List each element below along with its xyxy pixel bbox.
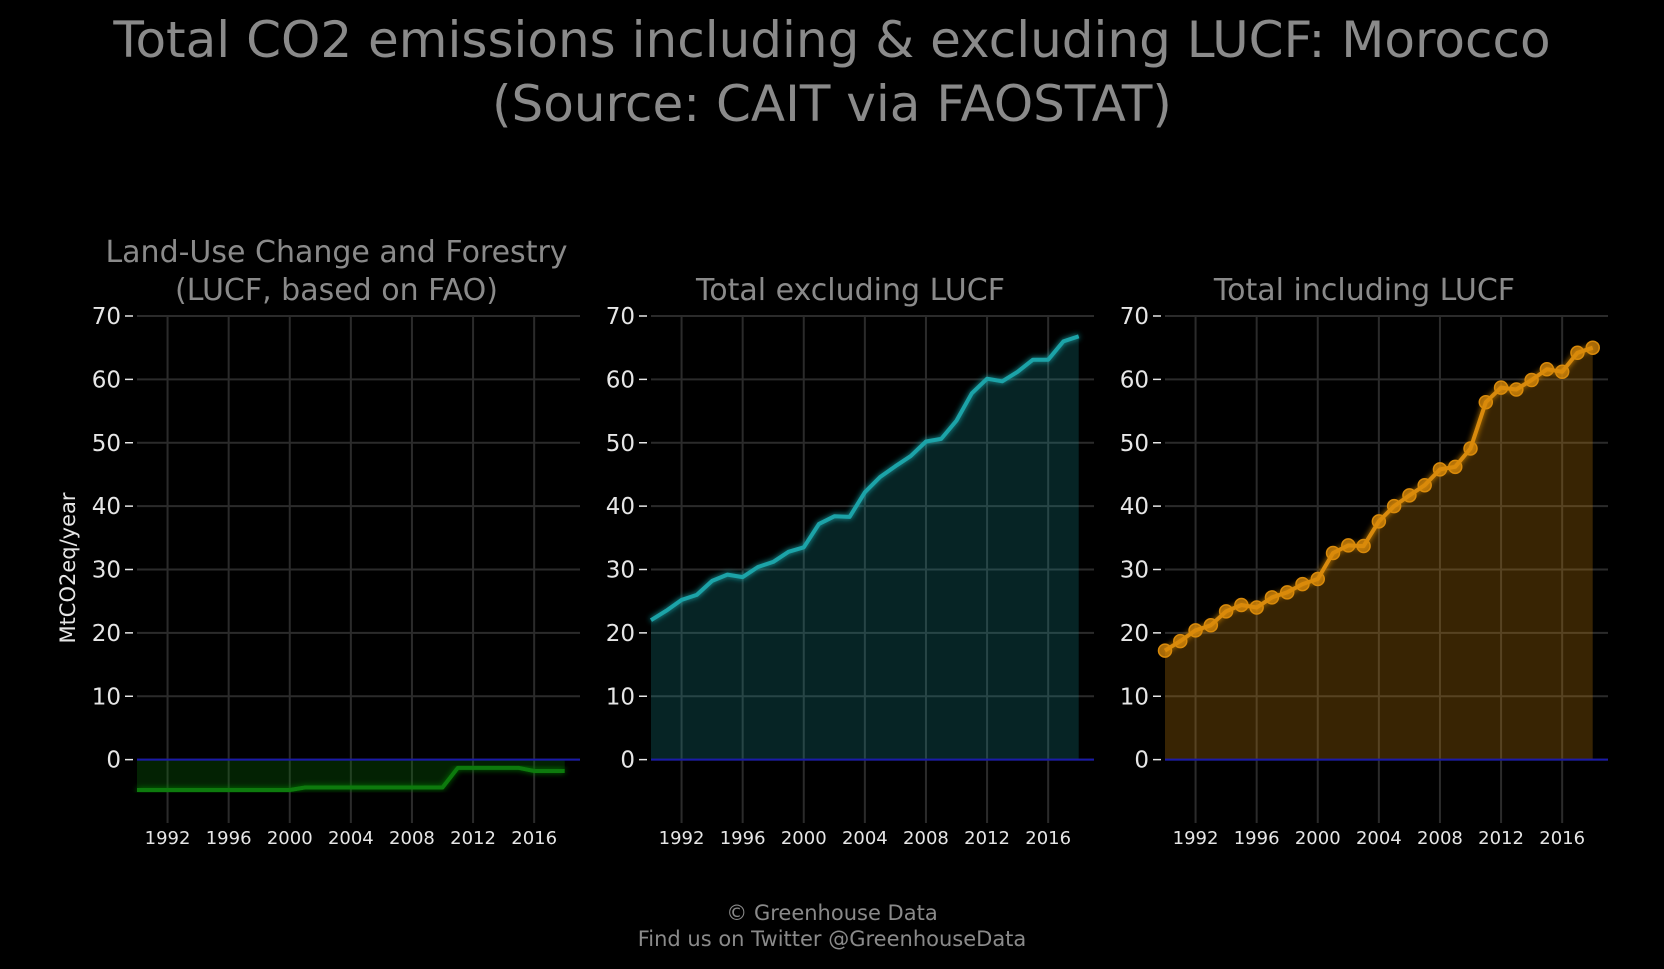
x-tick-label: 1992	[145, 828, 191, 849]
y-tick-label: 40	[92, 494, 121, 520]
y-tick-label: 0	[620, 748, 635, 774]
x-tick-label: 1996	[206, 828, 252, 849]
x-tick-label: 2000	[1295, 828, 1341, 849]
panel-title: Total including LUCF	[1213, 273, 1515, 308]
x-tick-label: 2004	[328, 828, 374, 849]
data-point	[1402, 488, 1417, 503]
data-point	[1218, 604, 1234, 619]
data-point	[1539, 361, 1555, 377]
data-point	[1478, 394, 1494, 410]
data-point	[1203, 618, 1219, 633]
x-tick-label: 2008	[389, 828, 435, 849]
data-point	[1173, 633, 1188, 649]
x-tick-label: 1996	[1234, 828, 1280, 849]
y-tick-label: 60	[92, 367, 121, 393]
data-point	[1356, 538, 1371, 554]
y-tick-label: 60	[606, 367, 635, 393]
x-tick-label: 2012	[1478, 828, 1524, 849]
series-area	[1165, 347, 1593, 760]
data-point	[1570, 345, 1585, 361]
data-point	[1386, 498, 1402, 514]
footer-twitter: Find us on Twitter @GreenhouseData	[637, 927, 1027, 951]
y-tick-label: 30	[1120, 558, 1149, 584]
data-point	[1463, 441, 1478, 456]
data-point	[1310, 571, 1326, 587]
y-tick-label: 30	[92, 558, 121, 584]
data-point	[1417, 477, 1432, 493]
y-tick-label: 0	[106, 748, 121, 774]
data-point	[1249, 600, 1264, 615]
y-tick-label: 30	[606, 558, 635, 584]
x-tick-label: 2008	[1417, 828, 1463, 849]
y-tick-label: 50	[92, 431, 121, 457]
y-tick-label: 70	[92, 304, 121, 330]
panel-title: Total excluding LUCF	[695, 273, 1005, 308]
data-point	[1585, 340, 1600, 355]
y-tick-label: 50	[606, 431, 635, 457]
x-tick-label: 2016	[1539, 828, 1585, 849]
x-tick-label: 1996	[720, 828, 766, 849]
x-tick-label: 2000	[267, 828, 313, 849]
x-tick-label: 2016	[511, 828, 557, 849]
y-tick-label: 50	[1120, 431, 1149, 457]
data-point	[1325, 545, 1341, 561]
data-point	[1264, 590, 1280, 605]
y-tick-label: 20	[606, 621, 635, 647]
y-tick-label: 20	[1120, 621, 1149, 647]
data-point	[1524, 372, 1539, 388]
series-line	[649, 334, 1080, 622]
y-tick-label: 20	[92, 621, 121, 647]
y-tick-label: 70	[1120, 304, 1149, 330]
series-area	[137, 759, 565, 790]
panel-title: (LUCF, based on FAO)	[175, 273, 498, 308]
x-tick-label: 2004	[842, 828, 888, 849]
panel-title: Land-Use Change and Forestry	[105, 235, 567, 270]
data-point	[1188, 623, 1203, 638]
data-point	[1371, 514, 1387, 529]
y-tick-label: 10	[92, 684, 121, 710]
data-point	[1493, 380, 1509, 395]
data-point	[1234, 597, 1249, 613]
footer-copyright: © Greenhouse Data	[726, 901, 938, 925]
x-tick-label: 2000	[781, 828, 827, 849]
y-tick-label: 40	[606, 494, 635, 520]
data-point	[1554, 364, 1570, 380]
data-point	[1341, 538, 1356, 553]
x-tick-label: 2008	[903, 828, 949, 849]
y-tick-label: 0	[1134, 748, 1149, 774]
x-tick-label: 2004	[1356, 828, 1402, 849]
y-tick-label: 60	[1120, 367, 1149, 393]
x-tick-label: 2012	[964, 828, 1010, 849]
series-area	[651, 336, 1079, 760]
x-tick-label: 2012	[450, 828, 496, 849]
chart-title-line1: Total CO2 emissions including & excludin…	[113, 11, 1551, 69]
x-tick-label: 2016	[1025, 828, 1071, 849]
data-point	[1447, 459, 1463, 475]
series-line	[137, 765, 565, 792]
data-point	[1279, 585, 1295, 600]
y-tick-label: 70	[606, 304, 635, 330]
x-tick-label: 1992	[1173, 828, 1219, 849]
y-tick-label: 10	[1120, 684, 1149, 710]
x-tick-label: 1992	[659, 828, 705, 849]
y-axis-label: MtCO2eq/year	[56, 492, 80, 643]
data-point	[1509, 382, 1524, 397]
data-point	[1432, 462, 1448, 477]
data-point	[1157, 643, 1173, 658]
y-tick-label: 40	[1120, 494, 1149, 520]
y-tick-label: 10	[606, 684, 635, 710]
chart-title-line2: (Source: CAIT via FAOSTAT)	[492, 75, 1172, 133]
data-point	[1295, 576, 1310, 592]
